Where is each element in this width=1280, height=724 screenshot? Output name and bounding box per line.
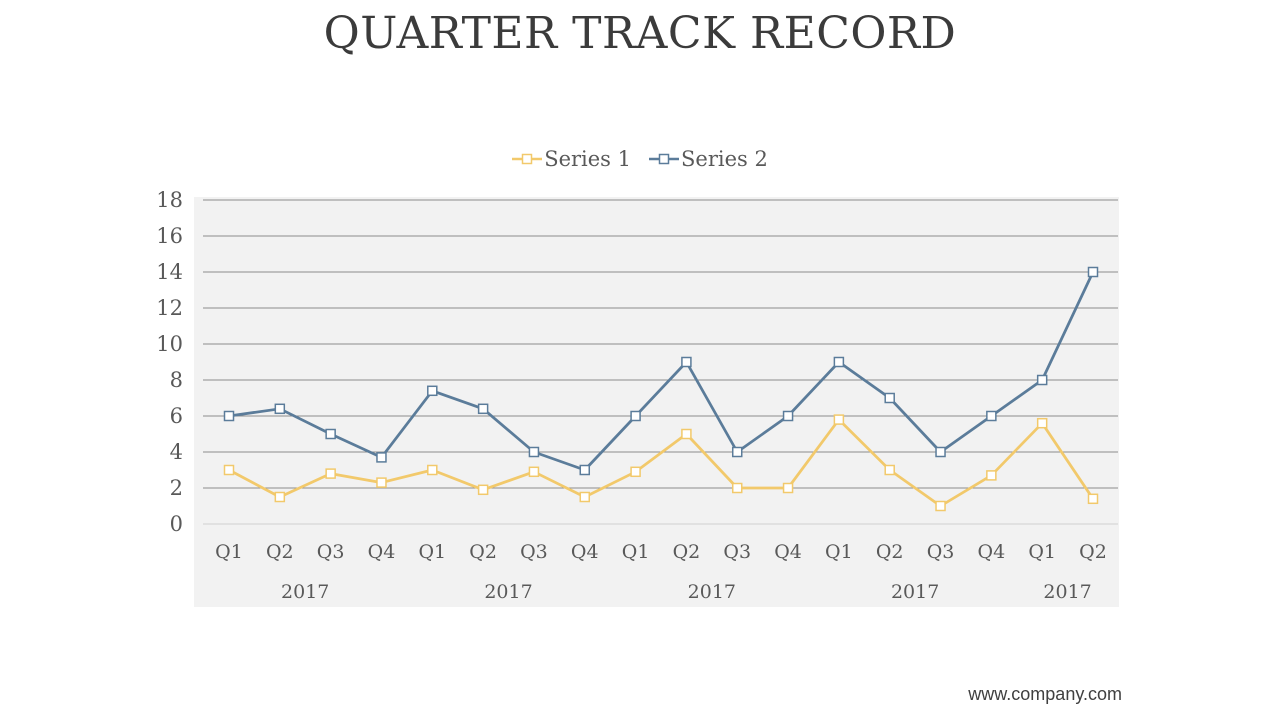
x-tick-label: Q4	[368, 541, 396, 563]
series-1-point	[427, 464, 438, 476]
slide-title: QUARTER TRACK RECORD	[323, 8, 957, 59]
y-tick-label: 2	[170, 476, 183, 500]
x-group-label: 2017	[281, 581, 329, 603]
series-2-point	[223, 410, 235, 422]
series-2-point	[325, 428, 336, 440]
legend-series-1-marker	[512, 153, 543, 165]
y-tick-label: 14	[156, 260, 183, 284]
y-tick-label: 0	[170, 512, 183, 536]
series-1-point	[681, 428, 692, 440]
y-tick-label: 6	[170, 404, 183, 428]
y-tick-label: 4	[170, 440, 183, 464]
series-1-point	[325, 468, 336, 479]
series-1-point	[731, 482, 743, 494]
series-2-point	[681, 356, 692, 368]
series-1-point	[528, 466, 540, 478]
series-2-point	[1036, 374, 1048, 386]
y-tick-label: 16	[156, 224, 183, 248]
series-1-point	[1036, 417, 1048, 429]
series-1-point	[782, 482, 794, 494]
x-group-label: 2017	[891, 581, 939, 603]
legend-series-1-label: Series 1	[544, 147, 631, 171]
series-2-point	[427, 385, 438, 397]
series-1-point	[477, 484, 489, 496]
series-1-point	[630, 466, 641, 478]
x-group-label: 2017	[688, 581, 736, 603]
series-1-point	[833, 414, 845, 425]
series-2-point	[782, 410, 794, 422]
x-tick-label: Q1	[215, 541, 243, 563]
series-2-point	[579, 464, 591, 476]
chart-legend: Series 1 Series 2	[0, 147, 1280, 171]
legend-series-2-label: Series 2	[681, 147, 768, 171]
series-2-point	[630, 410, 641, 422]
series-2-point	[833, 356, 845, 368]
x-tick-label: Q1	[622, 541, 650, 563]
series-2-point	[274, 403, 286, 415]
plot-area	[194, 197, 1119, 607]
legend-series-1: Series 1	[512, 147, 631, 171]
series-1-point	[884, 464, 895, 476]
series-1-point	[935, 500, 946, 512]
x-tick-label: Q4	[571, 541, 599, 563]
series-1-line	[228, 418, 1095, 508]
x-tick-label: Q4	[978, 541, 1006, 563]
y-tick-label: 8	[170, 368, 183, 392]
series-2-point	[1087, 266, 1099, 278]
y-tick-label: 18	[156, 188, 183, 212]
legend-series-2-marker	[649, 153, 679, 165]
series-2-point	[528, 446, 540, 458]
x-group-label: 2017	[484, 581, 532, 603]
y-tick-label: 10	[156, 332, 183, 356]
series-2-point	[884, 392, 895, 404]
series-1-point	[986, 470, 997, 481]
x-tick-label: Q3	[317, 541, 345, 563]
series-1-point	[376, 477, 387, 488]
x-group-label: 2017	[1043, 581, 1091, 603]
x-tick-label: Q4	[774, 541, 802, 563]
series-2-point	[731, 446, 743, 458]
series-2-line	[228, 271, 1095, 472]
series-2-point	[376, 452, 387, 463]
y-tick-label: 12	[156, 296, 183, 320]
series-2-point	[935, 446, 946, 458]
x-tick-label: Q2	[266, 541, 294, 563]
legend-series-2: Series 2	[649, 147, 768, 171]
x-tick-label: Q2	[469, 541, 497, 563]
series-1-point	[1087, 493, 1099, 505]
x-tick-label: Q2	[876, 541, 904, 563]
x-tick-label: Q2	[673, 541, 701, 563]
series-1-point	[223, 464, 235, 476]
x-tick-label: Q1	[418, 541, 446, 563]
x-tick-label: Q3	[927, 541, 955, 563]
x-tick-label: Q3	[723, 541, 751, 563]
series-1-point	[274, 491, 286, 503]
series-2-point	[477, 403, 489, 415]
x-tick-label: Q3	[520, 541, 548, 563]
series-2-point	[986, 410, 997, 422]
x-tick-label: Q1	[1028, 541, 1056, 563]
footer-url: www.company.com	[968, 684, 1122, 704]
series-1-point	[579, 491, 591, 503]
x-tick-label: Q1	[825, 541, 853, 563]
x-tick-label: Q2	[1079, 541, 1107, 563]
